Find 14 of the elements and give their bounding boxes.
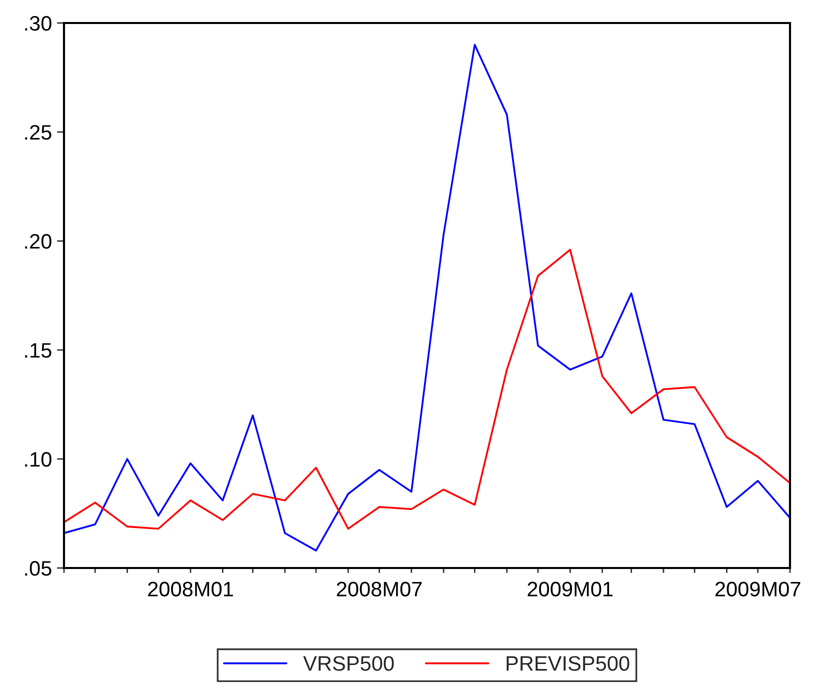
x-tick-label: 2008M07 xyxy=(336,582,422,596)
line-series xyxy=(64,44,790,552)
y-tick-label: .25 xyxy=(25,125,52,140)
y-tick-label: .05 xyxy=(25,561,52,576)
y-tick-label: .20 xyxy=(25,234,52,249)
y-tick-label: .15 xyxy=(25,343,52,358)
line-series xyxy=(64,248,790,530)
y-tick-label: .10 xyxy=(25,452,52,467)
x-tick-label: 2008M01 xyxy=(148,582,233,596)
x-tick-label: 2009M07 xyxy=(715,582,800,596)
y-tick-label: .30 xyxy=(25,16,52,31)
legend-label: VRSP500 xyxy=(303,656,394,671)
x-tick-label: 2009M01 xyxy=(528,582,613,596)
legend-label: PREVISP500 xyxy=(506,656,630,671)
